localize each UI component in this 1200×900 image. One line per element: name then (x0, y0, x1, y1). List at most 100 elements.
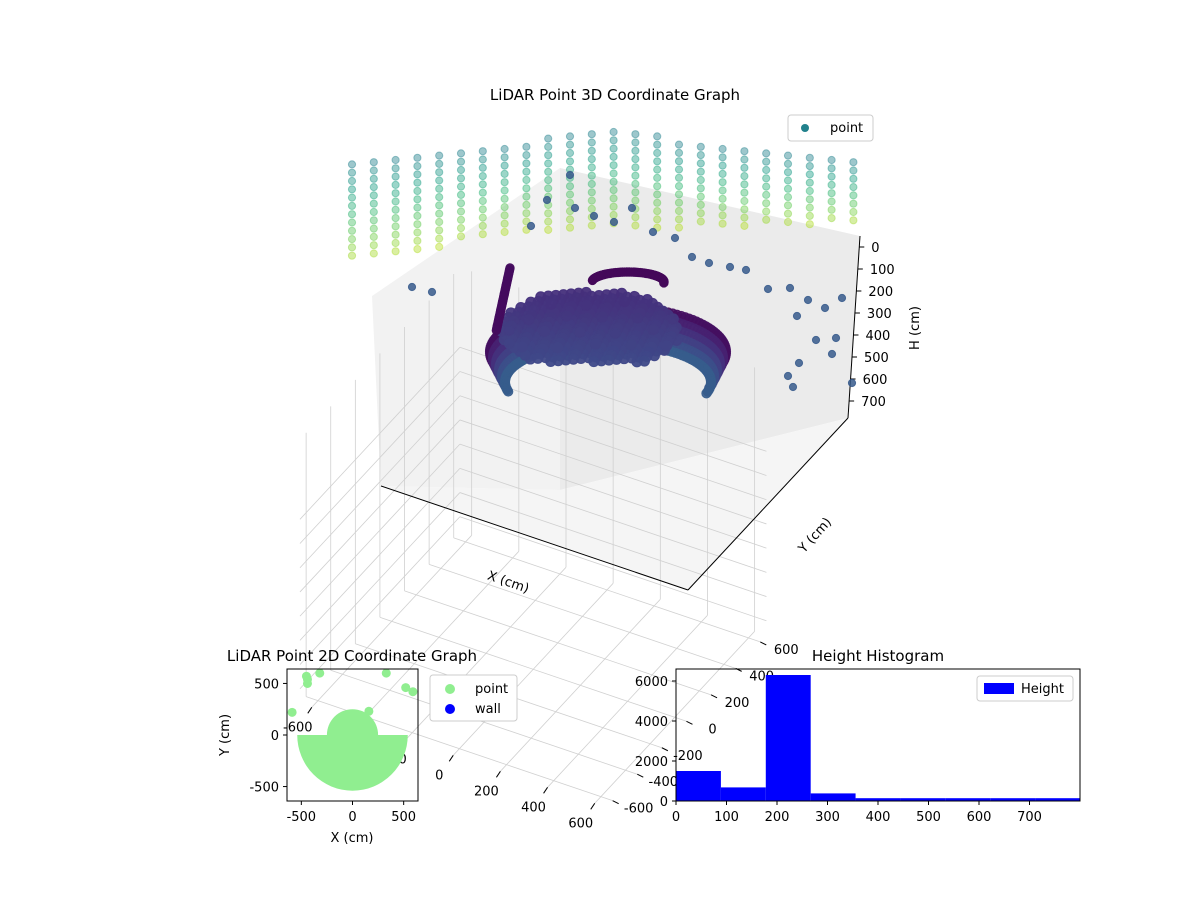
point-3d (565, 140, 575, 149)
grid-3d (299, 271, 767, 804)
pane-floor (381, 418, 848, 590)
point-3d (478, 163, 487, 172)
point-3d (609, 194, 618, 203)
point-3d (391, 197, 400, 206)
point-3d (565, 182, 575, 191)
point-3d (718, 203, 727, 212)
y-tick-label-3d: -400 (649, 775, 679, 790)
point-3d (369, 224, 378, 233)
grid-left-h (299, 443, 461, 617)
point-3d (718, 161, 727, 170)
point-3d (522, 175, 531, 185)
point-3d (413, 245, 422, 254)
point-3d (544, 217, 553, 226)
point-3d (544, 151, 553, 160)
point-3d (596, 311, 608, 323)
point-3d (674, 165, 684, 174)
point-3d (827, 205, 836, 214)
y-tick-3d (760, 641, 767, 646)
point-3d (587, 204, 596, 213)
point-3d (718, 194, 727, 203)
point-3d (783, 217, 793, 227)
point-3d (849, 183, 858, 192)
y-tick-label-hist: 2000 (635, 755, 668, 770)
point-3d (391, 214, 400, 223)
point-3d (762, 149, 771, 158)
legend-2d-wall-label: wall (475, 702, 501, 717)
point-3d (632, 312, 644, 324)
x-tick-3d (448, 755, 454, 762)
point-3d (413, 203, 422, 212)
point-3d (478, 213, 487, 222)
point-3d (674, 157, 684, 166)
grid-back-h (459, 419, 767, 525)
point-3d (631, 196, 640, 205)
point-3d (413, 228, 422, 237)
y-tick-label-2d: 0 (271, 729, 279, 744)
point-3d (653, 157, 662, 166)
point-3d (587, 163, 596, 172)
point-3d (456, 215, 466, 224)
y-tick-label-2d: -500 (249, 781, 279, 796)
point-3d (783, 159, 793, 168)
point-3d (435, 159, 444, 168)
point-3d (391, 230, 400, 239)
x-tick-label-3d: 600 (568, 816, 593, 831)
scatter-2d-cap (326, 709, 379, 735)
point-3d (456, 224, 466, 233)
point-3d (740, 188, 749, 197)
point-3d (565, 132, 575, 141)
point-3d (696, 167, 705, 176)
point-3d (413, 236, 422, 245)
point-3d (574, 326, 586, 338)
y-tick-label-3d: 600 (774, 643, 799, 658)
y-tick-label-3d: -200 (673, 749, 703, 764)
point-3d (369, 166, 378, 175)
point-3d (740, 213, 749, 222)
point-3d (740, 172, 749, 181)
grid-left-h (299, 492, 461, 665)
histogram-bar (900, 798, 946, 801)
point-3d (609, 210, 618, 220)
legend-histogram: Height (976, 675, 1074, 702)
histogram-bar (990, 798, 1036, 801)
point-3d (369, 249, 378, 258)
point-3d (847, 378, 857, 388)
point-3d (696, 192, 705, 201)
point-3d (603, 354, 615, 366)
point-3d (631, 155, 640, 164)
point-3d (456, 182, 466, 191)
point-3d (587, 155, 596, 164)
point-3d (552, 342, 564, 354)
point-3d (587, 146, 596, 155)
point-3d (762, 199, 771, 208)
y-tick-3d (612, 800, 619, 805)
point-3d (659, 278, 669, 288)
point-3d (539, 325, 551, 337)
point-3d (674, 148, 684, 157)
point-3d (500, 227, 509, 237)
point-3d (740, 205, 749, 214)
y-tick-label-hist: 6000 (635, 675, 668, 690)
point-3d (544, 142, 553, 151)
point-2d (408, 687, 418, 697)
point-3d (783, 209, 793, 218)
point-3d (500, 194, 509, 203)
point-3d (696, 151, 705, 160)
point-3d (625, 339, 637, 351)
point-3d (565, 148, 575, 158)
grid-floor-y (379, 616, 687, 722)
point-3d (631, 130, 640, 139)
legend-histogram-frame (976, 675, 1074, 702)
x-tick-label-2d: 0 (348, 810, 356, 825)
point-3d (631, 213, 640, 222)
point-3d (740, 180, 749, 189)
point-3d (522, 151, 531, 160)
y-tick-3d (710, 694, 718, 699)
point-3d (783, 193, 793, 202)
point-3d (788, 382, 798, 392)
point-3d (478, 205, 487, 214)
point-3d (674, 223, 684, 232)
x-tick-label-hist: 100 (714, 810, 739, 825)
